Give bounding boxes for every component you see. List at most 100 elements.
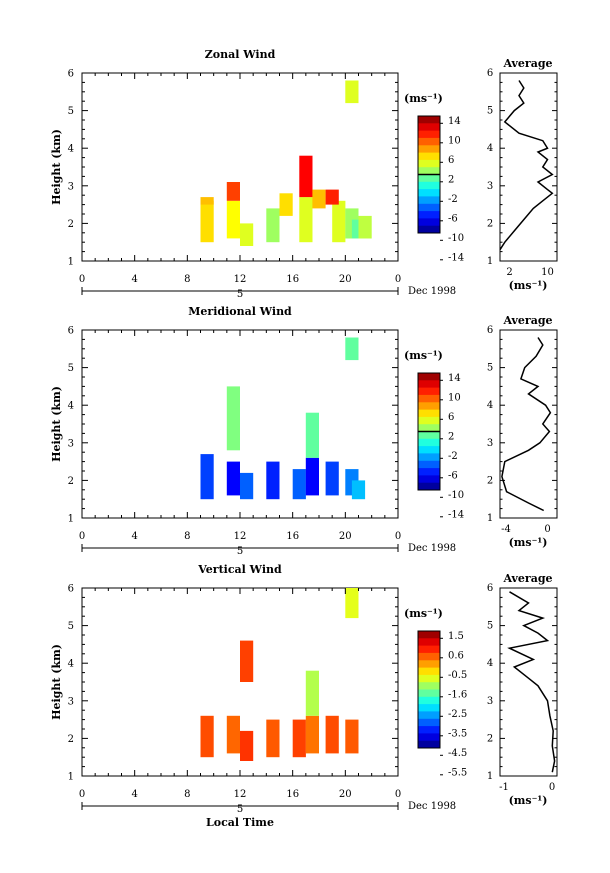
colorbar-swatch: [418, 218, 440, 227]
day-label: 5: [237, 546, 243, 557]
day-label: 5: [237, 289, 243, 300]
heatmap-cell: [240, 223, 254, 246]
avg-y-tick-label: 3: [487, 696, 493, 707]
colorbar-swatch: [418, 431, 440, 440]
axes: 1 2 3 4 5 6: [68, 69, 399, 268]
heatmap-cell: [325, 715, 339, 754]
average-profile: [499, 72, 557, 262]
date-label: Dec 1998: [408, 801, 456, 812]
colorbar-swatch: [418, 416, 440, 425]
colorbar-swatch: [418, 145, 440, 154]
avg-y-tick-label: 2: [487, 733, 493, 744]
colorbar-tick-label: 2: [448, 175, 454, 186]
axes: 1 2 3 4 5 6: [68, 584, 399, 783]
colorbar-swatch: [418, 638, 440, 647]
colorbar-tick-label: -2: [448, 451, 458, 462]
avg-y-tick-label: 1: [487, 513, 493, 524]
colorbar-swatch: [418, 631, 440, 639]
x-tick-label: 12: [234, 274, 247, 285]
y-tick-label: 2: [68, 219, 74, 230]
colorbar-swatch: [418, 123, 440, 132]
colorbar-swatch: [418, 660, 440, 669]
colorbar-tick-label: -6: [448, 214, 458, 225]
colorbar-tick-label: 6: [448, 155, 454, 166]
x-tick-label: 0: [395, 531, 401, 542]
heatmap-cell: [200, 197, 214, 205]
avg-x-tick-label: 0: [544, 524, 550, 535]
heatmap-cell: [345, 80, 359, 104]
x-tick-label: 16: [286, 274, 299, 285]
colorbar-swatch: [418, 159, 440, 168]
panel-title: Zonal Wind: [205, 48, 276, 61]
y-tick-label: 1: [68, 257, 74, 268]
y-tick-label: 3: [68, 696, 74, 707]
colorbar-tick-label: 14: [448, 373, 461, 384]
avg-y-tick-label: 1: [487, 256, 493, 267]
avg-y-tick-label: 6: [487, 68, 493, 79]
heatmap-cell: [305, 457, 319, 496]
heatmap-cell: [292, 469, 306, 500]
avg-y-tick-label: 4: [487, 658, 493, 669]
y-tick-label: 4: [68, 659, 74, 670]
colorbar-swatch: [418, 667, 440, 676]
heatmap-cell: [266, 719, 280, 758]
colorbar-swatch: [418, 453, 440, 462]
colorbar-tick-label: -4.5: [448, 748, 467, 759]
colorbar-unit: (ms⁻¹): [404, 92, 443, 105]
colorbar-swatch: [418, 696, 440, 705]
colorbar-tick-label: -6: [448, 471, 458, 482]
y-tick-label: 6: [68, 584, 74, 595]
y-tick-label: 3: [68, 181, 74, 192]
colorbar-tick-label: 10: [448, 136, 461, 147]
colorbar-swatch: [418, 225, 440, 234]
x-tick-label: 20: [339, 531, 352, 542]
heatmap-cell: [345, 337, 359, 361]
colorbar-unit: (ms⁻¹): [404, 349, 443, 362]
avg-x-tick-label: 0: [549, 782, 555, 793]
heatmap-cell: [325, 189, 339, 205]
colorbar-tick-label: -10: [448, 490, 464, 501]
y-tick-label: 6: [68, 326, 74, 337]
heatmap-cell: [266, 208, 280, 243]
heatmap-cell: [299, 155, 313, 198]
colorbar-tick-label: 1.5: [448, 631, 464, 642]
heatmap-cell: [226, 386, 240, 451]
heatmap-cell: [200, 715, 214, 758]
colorbar-swatch: [418, 438, 440, 447]
colorbar-swatch: [418, 137, 440, 146]
colorbar-swatch: [418, 482, 440, 491]
x-tick-label: 8: [184, 531, 190, 542]
average-title: Average: [502, 57, 552, 70]
colorbar-swatch: [418, 740, 440, 749]
heatmap-cell: [240, 640, 254, 682]
x-tick-label: 12: [234, 531, 247, 542]
heatmap-cell: [266, 461, 280, 500]
y-tick-label: 5: [68, 106, 74, 117]
colorbar-swatch: [418, 152, 440, 161]
heatmap-cell: [312, 189, 326, 209]
colorbar-swatch: [418, 387, 440, 396]
x-tick-label: 20: [339, 274, 352, 285]
average-title: Average: [502, 314, 552, 327]
x-tick-label: 12: [234, 789, 247, 800]
average-unit: (ms⁻¹): [509, 536, 548, 549]
heatmap-cell: [226, 200, 240, 239]
average-title: Average: [502, 572, 552, 585]
avg-y-tick-label: 6: [487, 583, 493, 594]
y-tick-label: 1: [68, 514, 74, 525]
x-tick-label: 4: [132, 789, 138, 800]
y-tick-label: 5: [68, 621, 74, 632]
x-tick-label: 16: [286, 531, 299, 542]
heatmap-cell: [200, 200, 214, 243]
colorbar-swatch: [418, 733, 440, 742]
avg-x-tick-label: 10: [541, 267, 554, 278]
y-tick-label: 4: [68, 144, 74, 155]
colorbar-tick-label: -2.5: [448, 709, 467, 720]
colorbar-swatch: [418, 726, 440, 734]
heatmap: [200, 337, 366, 500]
heatmap-cell: [240, 472, 254, 500]
date-label: Dec 1998: [408, 286, 456, 297]
heatmap-cell: [299, 197, 313, 243]
